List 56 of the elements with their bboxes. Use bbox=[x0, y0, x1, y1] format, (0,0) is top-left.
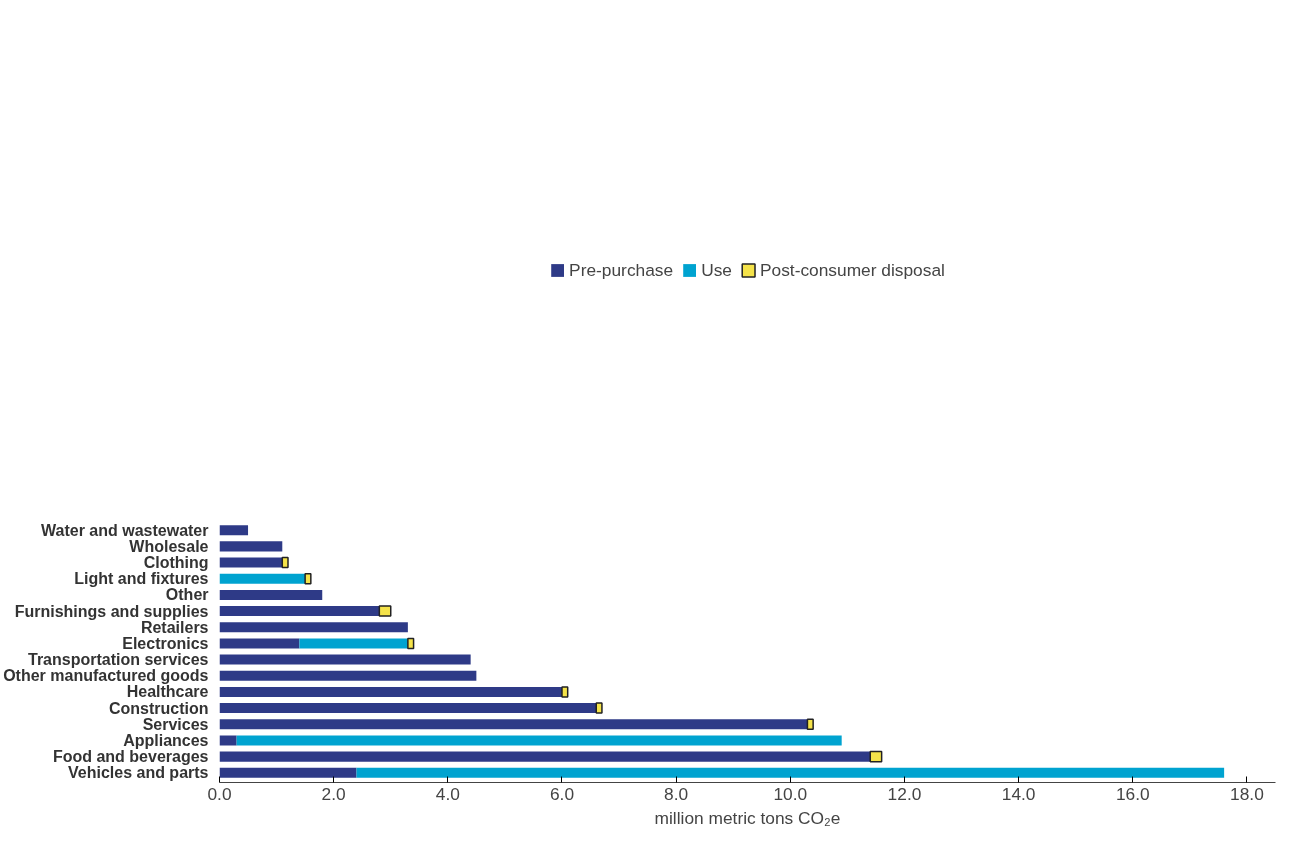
y-tick-label: Healthcare bbox=[126, 683, 209, 701]
y-tick-label: Other bbox=[165, 586, 209, 604]
x-tick-label: 14.0 bbox=[1001, 783, 1036, 804]
bar bbox=[304, 572, 312, 585]
x-tick-label: 2.0 bbox=[321, 783, 346, 804]
legend-label: Pre-purchase bbox=[569, 259, 674, 281]
bar bbox=[407, 637, 415, 650]
x-tick-label: 0.0 bbox=[207, 783, 232, 804]
bar bbox=[219, 670, 477, 681]
y-tick-label: Food and beverages bbox=[52, 748, 209, 766]
bar bbox=[219, 767, 357, 778]
bar bbox=[378, 605, 392, 617]
y-tick-label: Vehicles and parts bbox=[67, 764, 209, 782]
y-tick-label: Water and wastewater bbox=[41, 521, 209, 539]
x-tick-label: 16.0 bbox=[1115, 783, 1150, 804]
x-tick-label: 4.0 bbox=[435, 783, 460, 804]
x-tick-label: 10.0 bbox=[773, 783, 808, 804]
y-tick-label: Light and fixtures bbox=[74, 570, 209, 588]
bar bbox=[219, 622, 408, 633]
bar bbox=[236, 735, 842, 746]
bar bbox=[219, 573, 306, 584]
legend-label: Post-consumer disposal bbox=[759, 259, 945, 281]
x-tick-label: 12.0 bbox=[887, 783, 922, 804]
legend-label: Use bbox=[701, 259, 732, 281]
bar bbox=[219, 719, 808, 730]
bar bbox=[299, 638, 408, 649]
x-tick-label: 18.0 bbox=[1230, 783, 1264, 804]
y-tick-label: Other manufactured goods bbox=[3, 667, 209, 685]
y-tick-label: Construction bbox=[108, 699, 209, 717]
bar bbox=[219, 654, 471, 665]
bar bbox=[219, 541, 283, 552]
y-tick-label: Transportation services bbox=[27, 651, 209, 669]
bar bbox=[219, 735, 237, 746]
bar bbox=[561, 686, 569, 698]
bar bbox=[219, 525, 249, 536]
bar bbox=[281, 556, 289, 569]
x-tick-label: 6.0 bbox=[549, 783, 575, 804]
bar bbox=[219, 686, 562, 697]
y-tick-label: Furnishings and supplies bbox=[14, 602, 209, 620]
y-tick-label: Electronics bbox=[122, 634, 209, 652]
y-tick-label: Clothing bbox=[143, 554, 209, 572]
y-tick-label: Wholesale bbox=[129, 537, 209, 555]
x-tick-label: 8.0 bbox=[664, 783, 689, 804]
bar bbox=[595, 702, 603, 714]
x-axis-title: million metric tons CO₂e bbox=[654, 807, 841, 828]
bar bbox=[219, 606, 380, 617]
bar bbox=[219, 638, 300, 649]
y-tick-label: Services bbox=[142, 715, 209, 733]
bar bbox=[869, 750, 883, 763]
bar bbox=[219, 751, 871, 762]
bar bbox=[219, 703, 597, 714]
y-tick-label: Appliances bbox=[123, 731, 209, 749]
bar bbox=[219, 589, 323, 600]
bar bbox=[806, 718, 814, 731]
bar bbox=[219, 557, 283, 568]
bar bbox=[356, 767, 1225, 778]
